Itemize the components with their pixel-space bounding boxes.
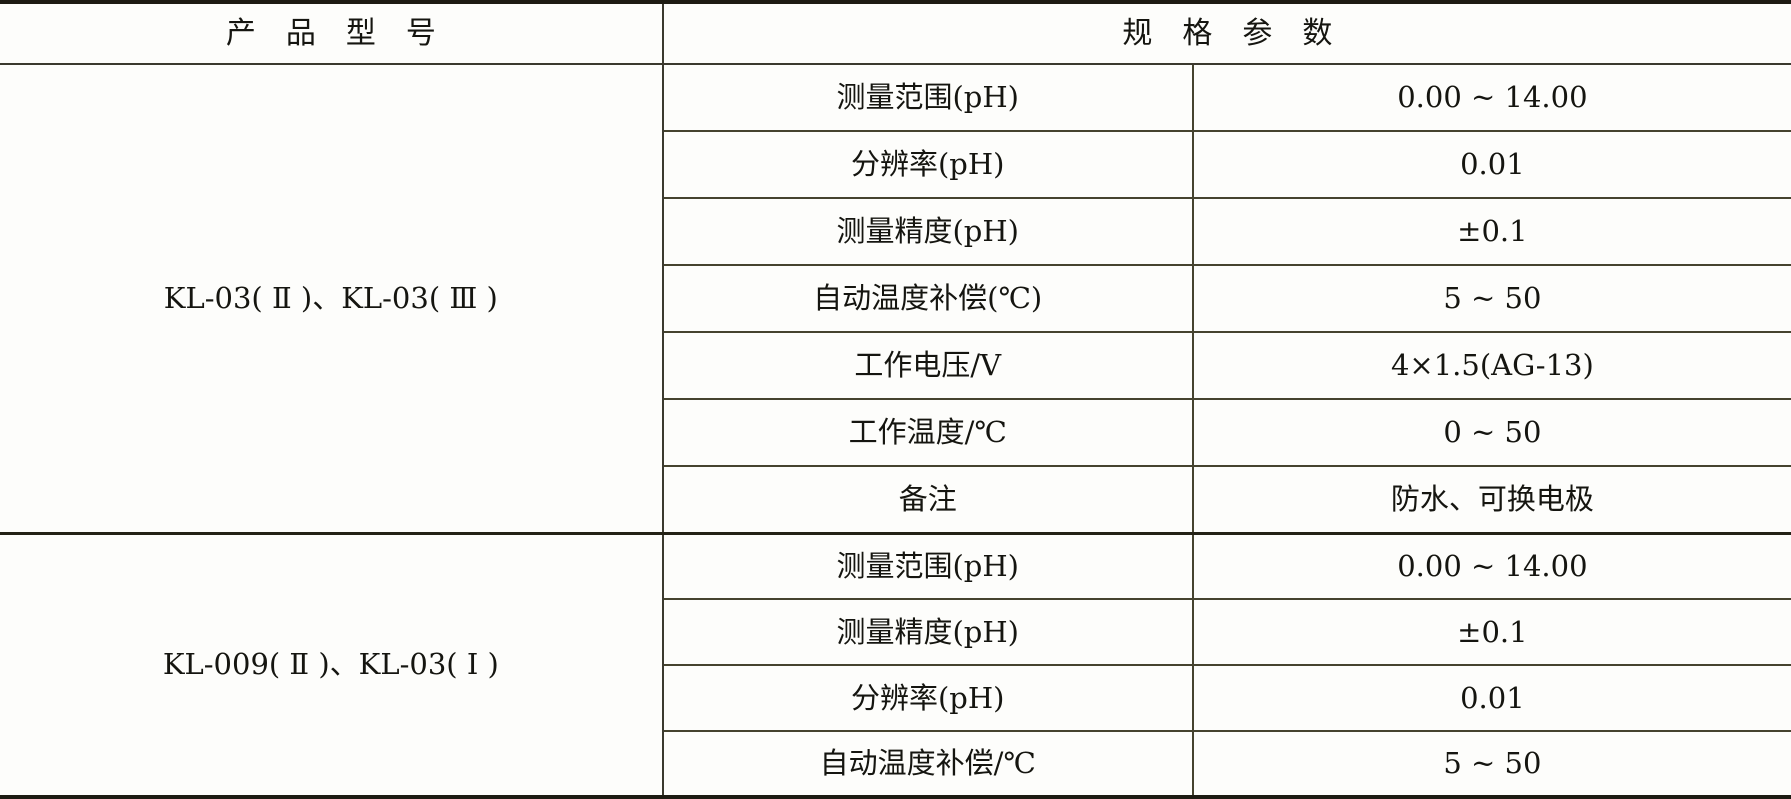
spec-value-cell: 防水、可换电极 <box>1192 466 1791 535</box>
spec-value-cell: 5 ~ 50 <box>1192 265 1791 333</box>
spec-name-cell: 测量范围(pH) <box>662 533 1194 601</box>
table-header: 产 品 型 号 规 格 参 数 <box>0 2 1791 65</box>
header-row: 产 品 型 号 规 格 参 数 <box>0 2 1791 65</box>
table-row: KL-009( Ⅱ )、KL-03( Ⅰ ) 测量范围(pH) 0.00 ~ 1… <box>0 533 1791 797</box>
spec-name-cell: 自动温度补偿(℃) <box>662 265 1194 333</box>
table-row: 自动温度补偿(℃) 5 ~ 50 <box>0 265 1791 333</box>
table-row: 测量精度(pH) ±0.1 <box>0 599 1791 666</box>
spec-name-cell: 测量精度(pH) <box>662 599 1194 666</box>
table-row: 自动温度补偿/℃ 5 ~ 50 <box>0 730 1791 797</box>
product-model-cell: KL-009( Ⅱ )、KL-03( Ⅰ ) <box>0 533 664 797</box>
spec-value-cell: ±0.1 <box>1192 198 1791 266</box>
table-row: 分辨率(pH) 0.01 <box>0 665 1791 732</box>
spec-value-cell: 0.01 <box>1192 131 1791 199</box>
table-row: 分辨率(pH) 0.01 <box>0 131 1791 199</box>
spec-name-cell: 备注 <box>662 466 1194 535</box>
section-kl009: KL-009( Ⅱ )、KL-03( Ⅰ ) 测量范围(pH) 0.00 ~ 1… <box>0 533 1791 797</box>
spec-value-cell: ±0.1 <box>1192 599 1791 666</box>
product-model-cell: KL-03( Ⅱ )、KL-03( Ⅲ ) <box>0 64 664 535</box>
spec-name-cell: 工作电压/V <box>662 332 1194 400</box>
spec-value-cell: 0.00 ~ 14.00 <box>1192 64 1791 132</box>
table-row: KL-03( Ⅱ )、KL-03( Ⅲ ) 测量范围(pH) 0.00 ~ 14… <box>0 64 1791 535</box>
spec-value-cell: 0.00 ~ 14.00 <box>1192 533 1791 601</box>
table-row: 工作电压/V 4×1.5(AG-13) <box>0 332 1791 400</box>
spec-name-cell: 分辨率(pH) <box>662 131 1194 199</box>
section-kl03: KL-03( Ⅱ )、KL-03( Ⅲ ) 测量范围(pH) 0.00 ~ 14… <box>0 64 1791 535</box>
header-spec-params: 规 格 参 数 <box>662 2 1791 65</box>
spec-value-cell: 0 ~ 50 <box>1192 399 1791 467</box>
spec-name-cell: 测量范围(pH) <box>662 64 1194 132</box>
table-row: 测量精度(pH) ±0.1 <box>0 198 1791 266</box>
table-row: 备注 防水、可换电极 <box>0 466 1791 535</box>
table-row: 工作温度/℃ 0 ~ 50 <box>0 399 1791 467</box>
spec-value-cell: 5 ~ 50 <box>1443 746 1542 781</box>
spec-name-cell: 测量精度(pH) <box>662 198 1194 266</box>
spec-name-cell: 分辨率(pH) <box>662 665 1194 732</box>
header-product-model: 产 品 型 号 <box>0 2 664 65</box>
spec-value-cell: 0.01 <box>1192 665 1791 732</box>
spec-name-cell: 工作温度/℃ <box>662 399 1194 467</box>
spec-value-cell: 4×1.5(AG-13) <box>1192 332 1791 400</box>
spec-name-cell: 自动温度补偿/℃ <box>662 730 1194 797</box>
